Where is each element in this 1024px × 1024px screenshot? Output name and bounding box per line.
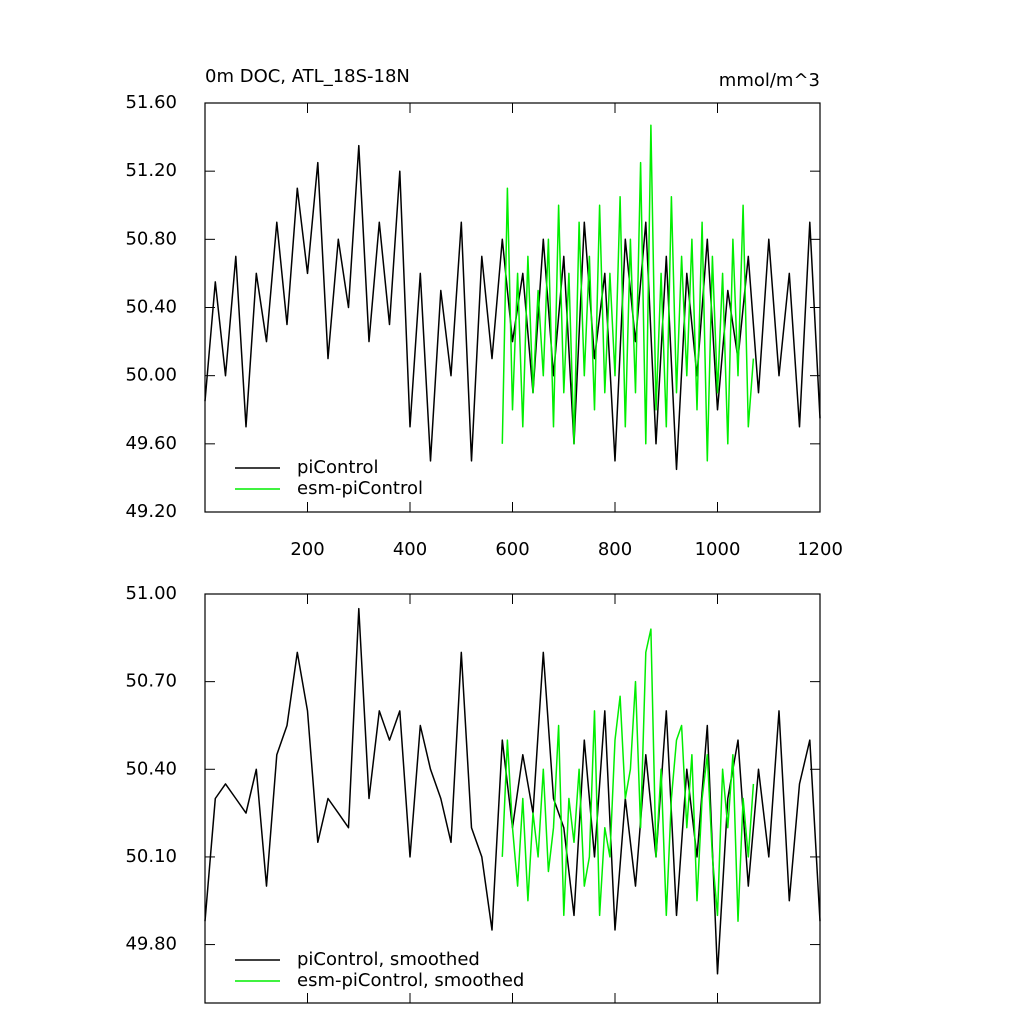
units-label: mmol/m^3: [719, 70, 820, 91]
series-line: [501, 628, 755, 922]
y-tick-label: 50.40: [125, 758, 177, 779]
y-tick-label: 51.20: [125, 160, 177, 181]
y-tick-label: 50.80: [125, 228, 177, 249]
x-tick-label: 200: [290, 539, 324, 560]
legend-label: esm-piControl, smoothed: [297, 970, 524, 991]
y-tick-label: 50.10: [125, 846, 177, 867]
y-tick-label: 49.80: [125, 934, 177, 955]
x-tick-label: 1200: [797, 539, 843, 560]
chart-title: 0m DOC, ATL_18S-18N: [205, 66, 410, 87]
x-tick-label: 400: [393, 539, 427, 560]
series-line: [501, 124, 755, 462]
plot-frame: [204, 102, 821, 513]
series-line: [204, 607, 821, 975]
y-tick-label: 50.00: [125, 365, 177, 386]
y-tick-label: 49.60: [125, 433, 177, 454]
series-line: [204, 144, 821, 471]
legend-label: esm-piControl: [297, 478, 423, 499]
legend-label: piControl, smoothed: [297, 949, 480, 970]
legend-label: piControl: [297, 457, 379, 478]
x-tick-label: 600: [495, 539, 529, 560]
y-tick-label: 51.60: [125, 92, 177, 113]
y-tick-label: 49.20: [125, 501, 177, 522]
y-tick-label: 51.00: [125, 583, 177, 604]
y-tick-label: 50.70: [125, 671, 177, 692]
x-tick-label: 800: [598, 539, 632, 560]
x-tick-label: 1000: [695, 539, 741, 560]
y-tick-label: 50.40: [125, 297, 177, 318]
